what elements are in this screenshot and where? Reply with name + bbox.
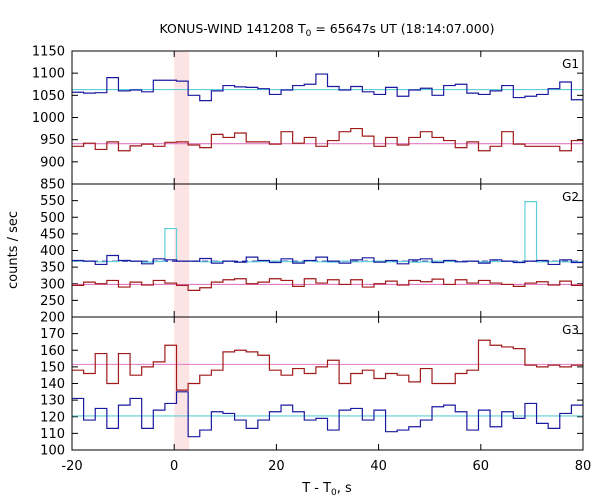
g2-ytick-label: 350 xyxy=(40,261,65,276)
x-axis-label: T - T0, s xyxy=(301,481,352,498)
trigger-interval-band xyxy=(174,51,190,450)
y-axis-label: counts / sec xyxy=(6,211,21,289)
xtick-label: 60 xyxy=(473,459,490,474)
g2-count-rate-series-1 xyxy=(72,254,583,266)
g2-ytick-label: 400 xyxy=(40,244,65,259)
g3-panel-label: G3 xyxy=(562,323,579,337)
plot-layer: 8509009501000105011001150G12002503003504… xyxy=(32,45,591,475)
g3-ytick-label: 110 xyxy=(40,427,65,442)
xtick-label: 0 xyxy=(170,459,178,474)
g1-panel-label: G1 xyxy=(562,57,579,71)
chart-title: KONUS-WIND 141208 T0 = 65647s UT (18:14:… xyxy=(159,21,494,39)
g3-ytick-label: 160 xyxy=(40,344,65,359)
g3-ytick-label: 150 xyxy=(40,360,65,375)
g3-ytick-label: 170 xyxy=(40,327,65,342)
g3-panel-frame xyxy=(71,316,584,451)
g2-ytick-label: 250 xyxy=(40,294,65,309)
xtick-label: 40 xyxy=(370,459,387,474)
g1-ytick-label: 1100 xyxy=(32,67,65,82)
g2-ytick-label: 500 xyxy=(40,211,65,226)
g2-ytick-label: 450 xyxy=(40,227,65,242)
g1-ytick-label: 1050 xyxy=(32,89,65,104)
g1-ytick-label: 850 xyxy=(40,178,65,193)
g1-panel-frame xyxy=(71,50,584,185)
xtick-label: 20 xyxy=(268,459,285,474)
xtick-label: 80 xyxy=(575,459,592,474)
g3-ytick-label: 140 xyxy=(40,377,65,392)
g1-count-rate-series-0 xyxy=(72,73,583,102)
g1-ytick-label: 1150 xyxy=(32,45,65,60)
g1-ytick-label: 950 xyxy=(40,133,65,148)
g3-ytick-label: 130 xyxy=(40,394,65,409)
g3-ytick-label: 100 xyxy=(40,444,65,459)
g3-ytick-label: 120 xyxy=(40,410,65,425)
g1-count-rate-series-1 xyxy=(72,127,583,152)
g1-ytick-label: 900 xyxy=(40,155,65,170)
g2-ytick-label: 550 xyxy=(40,194,65,209)
g3-count-rate-series-1 xyxy=(72,391,583,438)
g3-count-rate-series-0 xyxy=(72,339,583,391)
g2-ytick-label: 200 xyxy=(40,311,65,326)
xtick-label: -20 xyxy=(61,459,82,474)
g2-ytick-label: 300 xyxy=(40,277,65,292)
g2-count-rate-series-2 xyxy=(72,278,583,291)
g2-panel-frame xyxy=(71,183,584,318)
g2-count-rate-series-0 xyxy=(72,201,583,263)
g1-ytick-label: 1000 xyxy=(32,111,65,126)
g2-panel-label: G2 xyxy=(562,190,579,204)
